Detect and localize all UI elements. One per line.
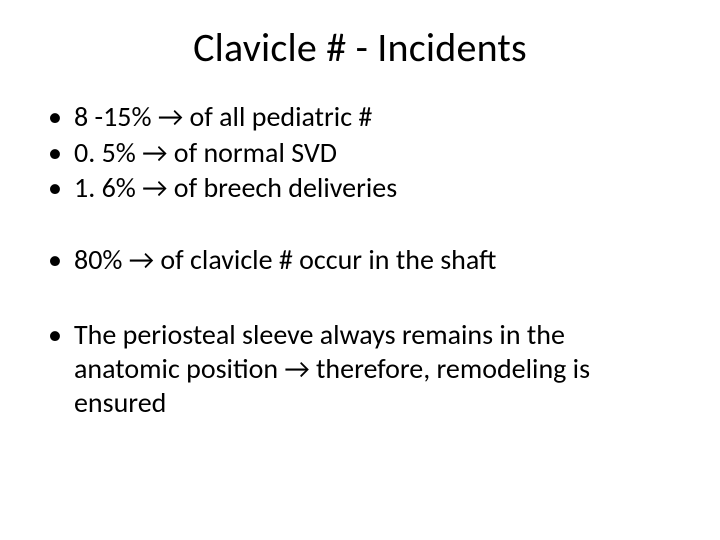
bullet-item: 80% → of clavicle # occur in the shaft <box>48 243 672 277</box>
bullet-item: 0. 5% → of normal SVD <box>48 136 672 170</box>
spacer <box>48 278 672 318</box>
slide-title: Clavicle # - Incidents <box>48 24 672 72</box>
bullet-group-3: The periosteal sleeve always remains in … <box>48 318 672 419</box>
bullet-item: 8 -15% → of all pediatric # <box>48 100 672 134</box>
bullet-group-2: 80% → of clavicle # occur in the shaft <box>48 243 672 277</box>
bullet-item: 1. 6% → of breech deliveries <box>48 171 672 205</box>
bullet-item: The periosteal sleeve always remains in … <box>48 318 672 419</box>
spacer <box>48 207 672 243</box>
bullet-group-1: 8 -15% → of all pediatric # 0. 5% → of n… <box>48 100 672 205</box>
slide: Clavicle # - Incidents 8 -15% → of all p… <box>0 0 720 540</box>
